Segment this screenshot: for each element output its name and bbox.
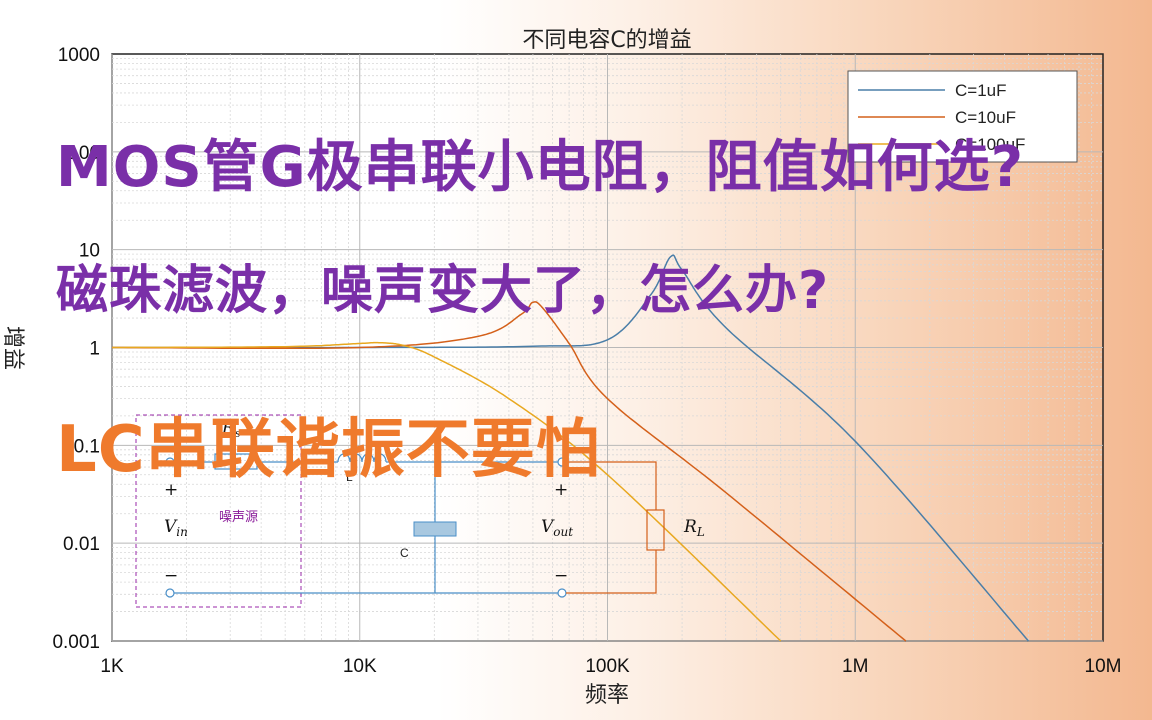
series-line-1 <box>112 254 1029 642</box>
x-tick-label: 10M <box>1085 656 1122 677</box>
c-label: C <box>400 546 409 560</box>
legend-label-3: C=100uF <box>955 135 1025 154</box>
x-tick-label: 100K <box>585 656 630 677</box>
l-label: L <box>346 470 353 484</box>
x-tick-label: 1M <box>842 656 868 677</box>
wire-rl-bottom <box>566 550 657 594</box>
legend-label-2: C=10uF <box>955 108 1016 127</box>
chart-title: 不同电容C的增益 <box>522 28 691 53</box>
y-tick-label: 0.001 <box>52 632 100 653</box>
x-tick-label: 1K <box>100 656 124 677</box>
circuit-diagram: Rs L C + Vin − 噪声源 + Vout − RL <box>135 414 705 608</box>
tick-labels: 1K 10K 100K 1M 10M 0.001 0.01 0.1 1 10 100 1000 <box>52 45 1121 677</box>
capacitor-c <box>413 521 457 537</box>
y-axis-label: 增益 <box>0 326 25 370</box>
wire-rl-loop <box>566 461 657 510</box>
x-tick-label: 10K <box>343 656 377 677</box>
overlay-title-2: 磁珠滤波，噪声变大了，怎么办? <box>56 261 830 321</box>
overlay-title-3: LC串联谐振不要怕 <box>56 413 601 487</box>
vin-minus: − <box>164 566 178 586</box>
vout-label: Vout <box>541 517 573 539</box>
overlay-title-1: MOS管G极串联小电阻，阻值如何选? <box>56 135 1025 200</box>
vin-bottom-terminal <box>165 588 175 598</box>
vout-plus: + <box>554 480 568 500</box>
rl-resistor <box>646 509 665 551</box>
y-tick-label: 0.01 <box>63 534 100 555</box>
vout-bottom-terminal <box>557 588 567 598</box>
y-tick-label: 100 <box>68 143 100 164</box>
grid-lines <box>111 54 1103 642</box>
y-tick-label: 1000 <box>58 45 100 66</box>
series-line-3 <box>112 341 782 642</box>
y-tick-label: 1 <box>89 339 100 360</box>
x-axis-label: 频率 <box>585 683 629 708</box>
legend-label-1: C=1uF <box>955 81 1007 100</box>
curves <box>112 254 1029 642</box>
series-line-2 <box>112 301 907 642</box>
rl-label: RL <box>683 517 705 539</box>
rs-label: Rs <box>221 418 241 440</box>
inductor-l <box>337 453 387 463</box>
legend: C=1uF C=10uF C=100uF <box>847 70 1078 163</box>
vin-label: Vin <box>164 517 188 539</box>
y-tick-label: 0.1 <box>74 436 100 457</box>
noise-source-label: 噪声源 <box>219 510 258 525</box>
y-tick-label: 10 <box>79 241 100 262</box>
vin-plus: + <box>164 480 178 500</box>
noise-source-box <box>135 414 302 608</box>
vout-minus: − <box>554 566 568 586</box>
